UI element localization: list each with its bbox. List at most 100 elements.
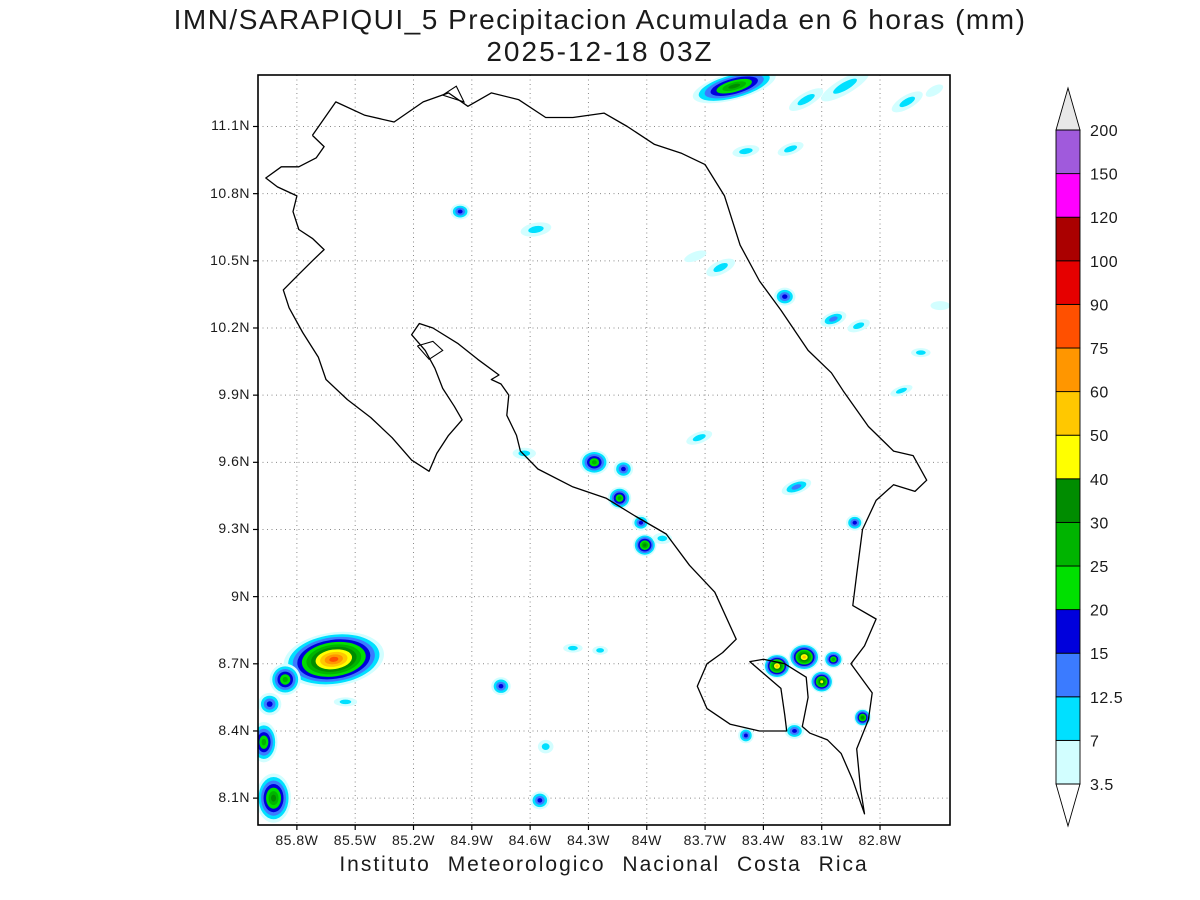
y-axis-label: 9.9N <box>218 386 250 403</box>
colorbar-segment <box>1055 391 1081 436</box>
precip-cell <box>613 460 634 478</box>
precip-cell <box>774 287 796 306</box>
precip-cell-ring <box>853 322 865 330</box>
x-axis-label: 85.5W <box>333 832 377 848</box>
y-axis-label: 11.1N <box>211 117 250 134</box>
precip-cell-ring <box>591 460 597 465</box>
precip-cell-ring <box>537 798 543 803</box>
colorbar-label: 30 <box>1090 515 1109 532</box>
colorbar-over-arrow <box>1055 86 1081 131</box>
colorbar-label: 40 <box>1090 472 1109 489</box>
precip-cell-ring <box>802 655 806 659</box>
precip-cell <box>633 533 657 557</box>
precip-cell <box>592 645 608 655</box>
precip-cell <box>530 791 550 810</box>
precip-cell-ring <box>791 484 802 490</box>
precip-cell <box>684 250 707 263</box>
precip-cell <box>333 697 358 707</box>
precip-cell-ring <box>266 701 273 707</box>
precip-cell-ring <box>541 743 550 750</box>
precip-cell <box>563 643 583 653</box>
colorbar-label: 120 <box>1090 210 1118 227</box>
costa-rica-coastline <box>265 92 928 815</box>
precip-cell <box>732 145 760 158</box>
precip-cell <box>450 203 470 220</box>
precip-cell <box>846 514 864 531</box>
precip-cell <box>890 384 913 397</box>
precip-cell <box>283 631 384 687</box>
colorbar-label: 15 <box>1090 646 1109 663</box>
y-axis-label: 9N <box>231 587 250 604</box>
x-axis-label: 84.3W <box>566 832 610 848</box>
colorbar-segment <box>1055 478 1081 523</box>
precip-cell-ring <box>684 250 707 263</box>
colorbar-segment <box>1055 652 1081 698</box>
x-axis-label: 85.8W <box>275 832 319 848</box>
precip-cell-ring <box>528 225 544 234</box>
colorbar-segment <box>1055 260 1081 305</box>
precip-cell-ring <box>657 535 668 542</box>
x-axis-label: 83.7W <box>683 832 727 848</box>
precip-cell-ring <box>775 664 779 668</box>
precip-cell-ring <box>782 294 788 299</box>
precip-cell <box>911 348 931 358</box>
colorbar-label: 12.5 <box>1090 690 1123 707</box>
precip-cell-ring <box>915 350 926 355</box>
precip-cell <box>520 222 552 237</box>
precip-cell <box>738 727 754 744</box>
precip-cell <box>512 447 536 459</box>
colorbar-label: 100 <box>1090 254 1118 271</box>
precip-cell <box>781 478 812 496</box>
colorbar-label: 200 <box>1090 123 1118 140</box>
precip-cell-ring <box>925 84 944 97</box>
y-axis-label: 8.7N <box>218 654 250 671</box>
lake-outline <box>442 85 466 103</box>
precip-cell <box>706 258 736 277</box>
precip-cell-ring <box>728 83 741 89</box>
colorbar-segment <box>1055 739 1081 785</box>
colorbar: 3.5 7 12.5 15 20 25 30 40 50 60 75 90 100 120 150 200 <box>1055 86 1123 828</box>
y-axis-label: 10.8N <box>210 184 250 201</box>
map-plot <box>253 74 951 830</box>
precip-cell-ring <box>797 93 815 106</box>
precip-cell <box>820 311 847 327</box>
x-axis-label: 84W <box>631 832 662 848</box>
precip-cell-ring <box>568 645 578 651</box>
precip-cell <box>777 141 804 156</box>
plot-frame <box>257 74 951 826</box>
precip-cell-ring <box>739 148 753 155</box>
precip-cell <box>784 723 805 739</box>
graticule <box>258 75 950 825</box>
footer-caption: Instituto Meteorologico Nacional Costa R… <box>339 853 869 876</box>
colorbar-label: 150 <box>1090 167 1118 184</box>
precip-cell <box>810 670 834 693</box>
x-axis-label: 83.1W <box>800 832 844 848</box>
precip-cell-ring <box>833 78 857 94</box>
precip-cell <box>491 677 511 696</box>
precip-cell-ring <box>829 316 838 322</box>
precip-cell-ring <box>271 794 277 802</box>
x-axis-label: 82.8W <box>858 832 902 848</box>
x-axis-label: 84.6W <box>508 832 552 848</box>
colorbar-under-arrow <box>1055 783 1081 828</box>
colorbar-label: 25 <box>1090 559 1109 576</box>
x-axis-label: 83.4W <box>741 832 785 848</box>
x-axis-label: 85.2W <box>392 832 435 848</box>
y-axis-label: 8.1N <box>218 789 250 806</box>
precip-cell <box>821 75 869 102</box>
precip-cell-ring <box>261 738 267 746</box>
chart-subtitle: 2025-12-18 03Z <box>486 36 714 67</box>
y-axis-label: 9.3N <box>218 520 250 537</box>
colorbar-label: 50 <box>1090 428 1109 445</box>
precip-cell <box>686 430 713 445</box>
precip-cell-ring <box>792 729 797 733</box>
y-axis-label: 10.5N <box>210 251 250 268</box>
precip-cell <box>537 739 554 754</box>
colorbar-label: 90 <box>1090 297 1109 314</box>
colorbar-segment <box>1055 347 1081 393</box>
precip-cell <box>930 301 950 311</box>
colorbar-segment <box>1055 434 1081 480</box>
precip-cell <box>925 84 944 97</box>
precip-cell-ring <box>329 656 339 662</box>
